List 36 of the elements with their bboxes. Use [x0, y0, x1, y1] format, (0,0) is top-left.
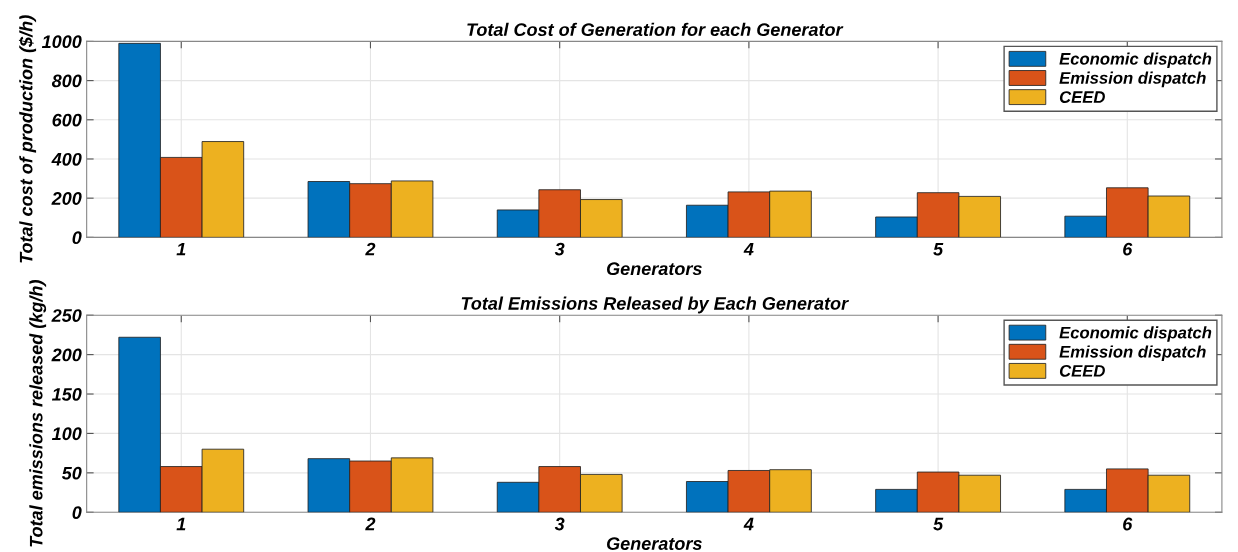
y-tick-label: 800: [51, 74, 82, 88]
chart-title: Total Cost of Generation for each Generator: [467, 22, 844, 37]
y-axis-title: Total cost of production ($/h): [18, 15, 37, 263]
x-tick-label: 2: [365, 242, 376, 256]
y-tick-label: 200: [51, 348, 82, 362]
y-tick-label: 200: [51, 192, 82, 205]
y-tick-label: 1000: [41, 35, 82, 49]
x-tick-label: 6: [1123, 242, 1133, 256]
x-tick-label: 4: [743, 242, 754, 256]
x-tick-label: 6: [1123, 517, 1133, 531]
x-tick-label: 5: [933, 517, 944, 531]
legend-label: CEED: [1059, 91, 1105, 103]
legend-label: Emission dispatch: [1059, 345, 1206, 361]
y-tick-label: 0: [72, 506, 82, 519]
y-tick-label: 400: [51, 152, 82, 166]
y-tick-label: 150: [51, 387, 82, 401]
x-tick-label: 5: [933, 242, 944, 256]
y-tick-label: 100: [51, 427, 82, 441]
legend-label: Emission dispatch: [1059, 71, 1206, 88]
chart-title: Total Emissions Released by Each Generator: [461, 296, 849, 314]
x-tick-label: 1: [176, 242, 186, 256]
x-tick-label: 4: [743, 517, 754, 531]
y-tick-label: 0: [72, 231, 82, 245]
y-tick-label: 50: [61, 466, 82, 480]
y-tick-label: 250: [51, 309, 82, 322]
y-axis-title: Total emissions released (kg/h): [29, 280, 47, 547]
y-tick-label: 600: [52, 113, 82, 127]
x-tick-label: 3: [554, 242, 565, 256]
legend-label: Economic dispatch: [1059, 326, 1212, 342]
x-tick-label: 2: [365, 517, 376, 531]
legend-label: CEED: [1059, 364, 1105, 377]
x-axis-title: Generators: [607, 537, 702, 550]
legend-label: Economic dispatch: [1059, 52, 1212, 69]
x-axis-title: Generators: [607, 262, 702, 276]
x-tick-label: 3: [554, 517, 565, 531]
x-tick-label: 1: [176, 517, 186, 531]
